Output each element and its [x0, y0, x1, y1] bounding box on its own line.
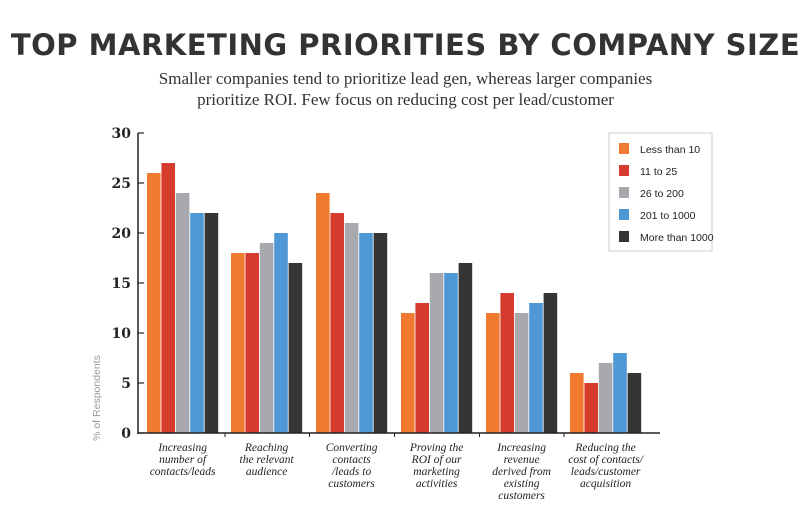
bar-3-0: [190, 213, 204, 433]
chart-title: TOP MARKETING PRIORITIES BY COMPANY SIZE: [10, 28, 801, 62]
y-tick-label-4: 20: [112, 226, 132, 242]
bar-0-2: [316, 193, 330, 433]
category-labels: Increasing number of contacts/leads Reachin…: [150, 442, 645, 502]
bar-0-3: [401, 313, 415, 433]
bar-4-4: [543, 293, 558, 433]
y-tick-label-1: 5: [121, 376, 131, 392]
category-label-5: Reducing the cost of contacts/leads/custo…: [568, 442, 645, 490]
category-label-1: Reaching the relevant audience: [240, 442, 295, 478]
bar-4-0: [204, 213, 219, 433]
legend-swatch-4: [619, 231, 629, 242]
bar-2-5: [598, 363, 613, 433]
legend-swatch-2: [619, 187, 629, 198]
category-label-4: Increasing revenue derived from existing cus…: [492, 442, 551, 502]
bar-1-0: [161, 163, 175, 433]
bar-0-5: [570, 373, 584, 433]
bar-1-4: [500, 293, 514, 433]
bar-2-1: [259, 243, 274, 433]
bar-4-2: [373, 233, 388, 433]
bar-3-1: [274, 233, 288, 433]
y-tick-label-2: 10: [112, 326, 132, 342]
category-label-3: Proving the ROI of our marketing activities: [409, 442, 464, 490]
bar-2-4: [514, 313, 529, 433]
legend-swatch-1: [619, 165, 629, 176]
bar-2-0: [175, 193, 190, 433]
bar-1-1: [245, 253, 259, 433]
legend-entry-2: 26 to 200: [640, 188, 684, 200]
legend-entry-3: 201 to 1000: [640, 210, 696, 222]
category-label-0: Increasing number of contacts/leads: [150, 442, 216, 478]
legend-swatch-0: [619, 143, 629, 154]
legend-entry-1: 11 to 25: [640, 166, 677, 178]
legend-swatch-3: [619, 209, 629, 220]
legend-entry-0: Less than 10: [640, 144, 700, 156]
bar-1-5: [584, 383, 598, 433]
subtitle-line-1: Smaller companies tend to prioritize lea…: [158, 69, 653, 88]
y-tick-label-0: 0: [121, 426, 131, 442]
bar-3-2: [359, 233, 373, 433]
bar-2-3: [429, 273, 444, 433]
legend: Less than 10 11 to 25 26 to 200 201 to 1000…: [608, 132, 714, 252]
bar-1-3: [415, 303, 429, 433]
bar-0-4: [486, 313, 500, 433]
bar-4-5: [627, 373, 642, 433]
bar-3-5: [613, 353, 627, 433]
bar-0-0: [147, 173, 161, 433]
axes-layer: 0 5 10 15 20 25 30: [112, 126, 660, 442]
category-label-2: Converting contacts/leads to customers: [326, 442, 378, 490]
chart-subtitle: Smaller companies tend to prioritize lea…: [0, 68, 811, 110]
subtitle-line-2: prioritize ROI. Few focus on reducing co…: [197, 90, 614, 109]
y-tick-label-6: 30: [112, 126, 132, 142]
bar-3-3: [444, 273, 458, 433]
legend-entry-4: More than 1000: [640, 232, 714, 244]
y-axis-label: % of Respondents: [91, 355, 103, 441]
bar-0-1: [231, 253, 245, 433]
y-tick-label-3: 15: [112, 276, 131, 292]
bar-1-2: [330, 213, 344, 433]
bar-3-4: [529, 303, 543, 433]
bar-4-1: [288, 263, 303, 433]
bar-4-3: [458, 263, 473, 433]
bars-layer: [147, 163, 642, 433]
y-tick-label-5: 25: [112, 176, 131, 192]
bar-2-2: [344, 223, 359, 433]
